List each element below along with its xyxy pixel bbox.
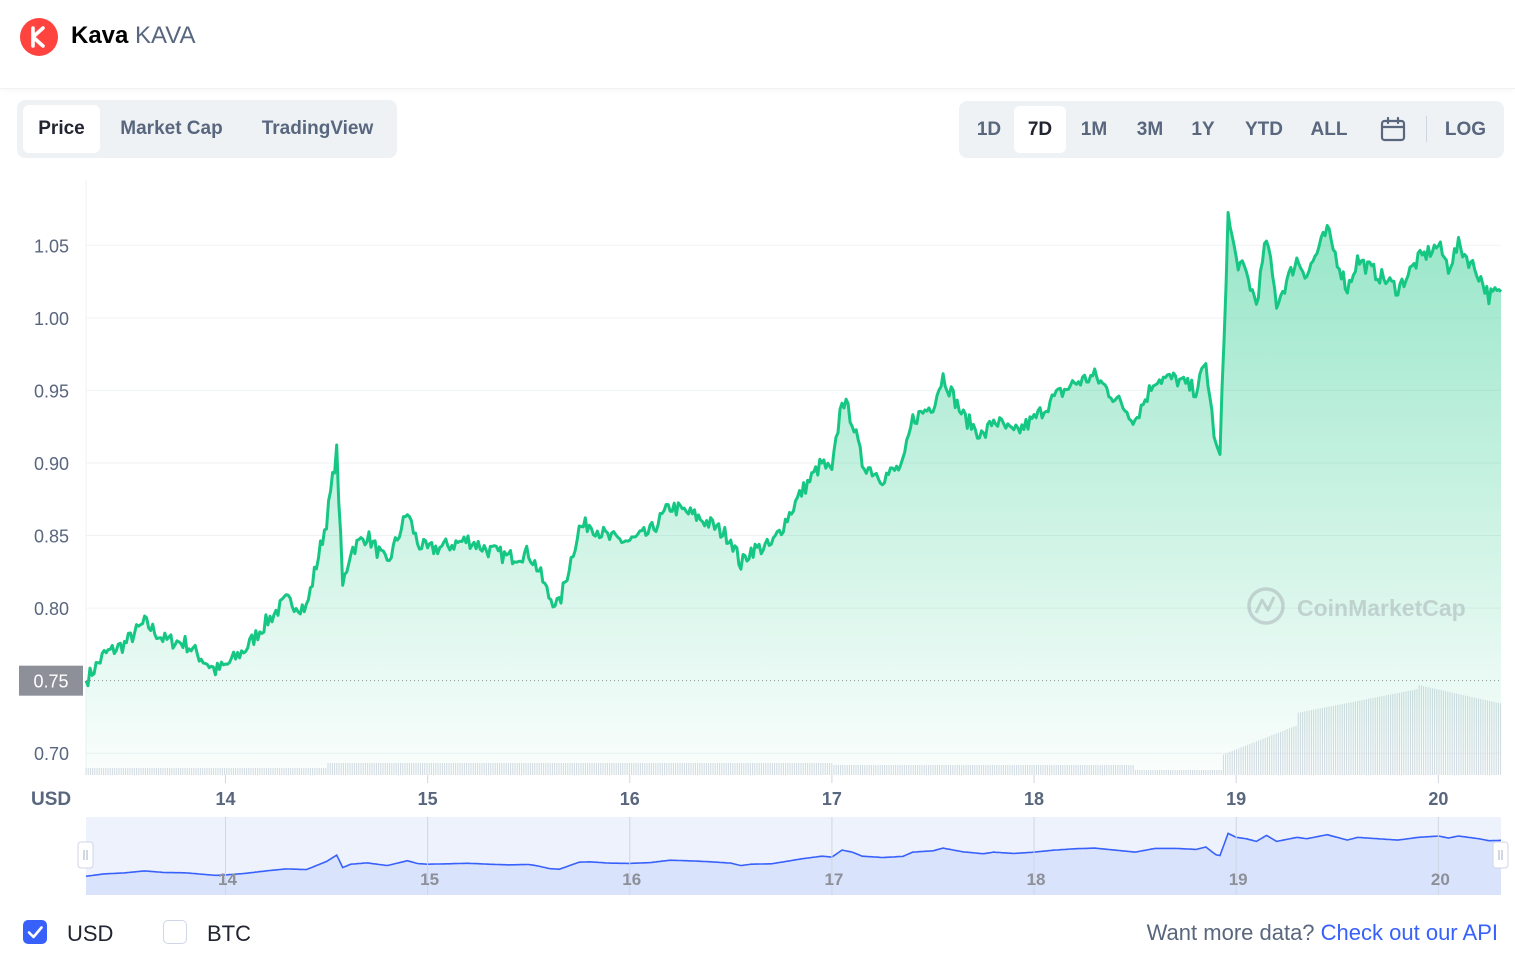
y-tick-label: 0.95: [34, 381, 69, 401]
x-tick-label: 16: [620, 789, 640, 809]
navigator-tick-label: 19: [1229, 870, 1248, 889]
navigator-tick-label: 18: [1027, 870, 1046, 889]
coin-symbol: KAVA: [135, 22, 196, 49]
more-data-promo: Want more data? Check out our API: [1147, 920, 1498, 946]
coin-header: Kava KAVA: [0, 0, 1515, 89]
x-tick-label: 15: [418, 789, 438, 809]
range-all[interactable]: ALL: [1310, 119, 1348, 140]
x-tick-label: 14: [215, 789, 235, 809]
range-ytd[interactable]: YTD: [1245, 119, 1283, 140]
price-line: [84, 211, 1503, 688]
navigator-tick-label: 16: [622, 870, 641, 889]
range-7d[interactable]: 7D: [1014, 106, 1066, 153]
price-area-fill: [86, 212, 1501, 775]
range-separator: [1426, 116, 1427, 142]
price-chart: CoinMarketCap 1.05 1.00 0.95 0.90 0.85 0.80 0.…: [19, 180, 1509, 895]
navigator-right-handle[interactable]: [1492, 841, 1509, 869]
coin-name: Kava: [71, 22, 129, 49]
current-price-label: 0.75: [19, 665, 83, 696]
time-range-selector: 1D 7D 1M 3M 1Y YTD ALL LOG: [959, 101, 1504, 158]
checkmark-icon: [27, 926, 43, 939]
more-data-text: Want more data?: [1146, 920, 1315, 945]
log-scale-toggle[interactable]: LOG: [1444, 119, 1487, 140]
tab-price[interactable]: Price: [23, 105, 100, 153]
btc-checkbox[interactable]: [163, 920, 187, 944]
x-tick-label: 17: [822, 789, 842, 809]
x-tick-label: 19: [1226, 789, 1246, 809]
x-tick-label: 20: [1428, 789, 1448, 809]
navigator-x-axis: 14 15 16 17 18 19 20: [218, 817, 1450, 895]
y-tick-label: 0.70: [34, 744, 69, 764]
y-tick-label: 1.05: [34, 236, 69, 256]
kava-logo-icon: [20, 18, 58, 56]
navigator-tick-label: 20: [1431, 870, 1450, 889]
usd-checkbox[interactable]: [23, 920, 47, 944]
tab-market-cap[interactable]: Market Cap: [120, 118, 223, 139]
chart-type-tabs: Price Market Cap TradingView: [17, 100, 397, 158]
api-link[interactable]: Check out our API: [1320, 920, 1498, 945]
y-axis: 1.05 1.00 0.95 0.90 0.85 0.80 0.70: [34, 236, 69, 764]
navigator-area: [86, 833, 1501, 895]
tab-tradingview[interactable]: TradingView: [261, 118, 374, 139]
navigator-line: [85, 832, 1502, 878]
range-1d[interactable]: 1D: [976, 119, 1002, 140]
range-navigator[interactable]: 14 15 16 17 18 19 20: [77, 817, 1509, 895]
y-tick-label: 1.00: [34, 309, 69, 329]
y-tick-label: 0.85: [34, 527, 69, 547]
svg-text:0.75: 0.75: [33, 672, 68, 692]
range-1y[interactable]: 1Y: [1191, 119, 1215, 140]
btc-label: BTC: [207, 921, 251, 946]
range-3m[interactable]: 3M: [1136, 119, 1164, 140]
range-1m[interactable]: 1M: [1080, 119, 1108, 140]
usd-label: USD: [67, 921, 114, 946]
navigator-tick-label: 17: [824, 870, 843, 889]
x-axis: 14 15 16 17 18 19 20: [215, 775, 1448, 809]
navigator-tick-label: 14: [218, 870, 237, 889]
navigator-left-handle[interactable]: [77, 841, 94, 869]
x-tick-label: 18: [1024, 789, 1044, 809]
currency-axis-label: USD: [31, 789, 71, 810]
navigator-tick-label: 15: [420, 870, 439, 889]
coinmarketcap-watermark: CoinMarketCap: [1247, 587, 1466, 625]
calendar-icon[interactable]: [1379, 115, 1407, 143]
y-tick-label: 0.90: [34, 454, 69, 474]
watermark-text: CoinMarketCap: [1297, 595, 1466, 621]
y-tick-label: 0.80: [34, 599, 69, 619]
